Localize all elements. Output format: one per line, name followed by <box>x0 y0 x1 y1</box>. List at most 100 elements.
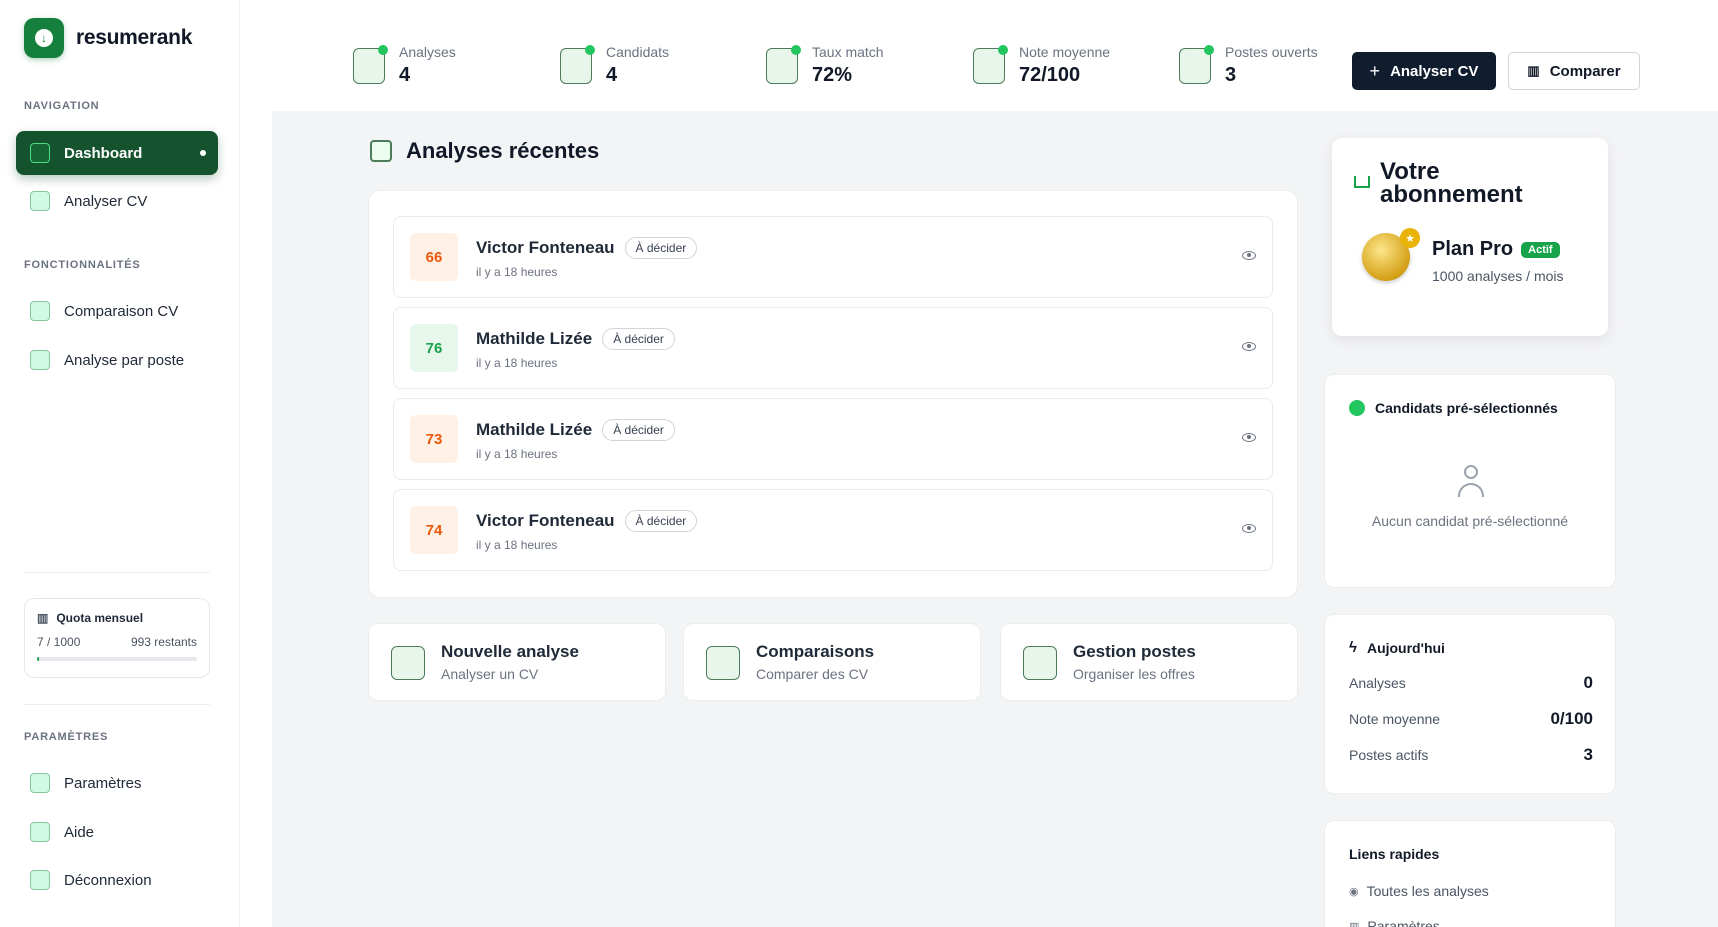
active-dot <box>200 150 206 156</box>
today-label: Note moyenne <box>1349 711 1441 727</box>
quota-progress-fill <box>37 657 39 661</box>
stats-bar: Analyses 4 Candidats 4 Taux match 72% Note … <box>240 0 1718 110</box>
today-title: Aujourd'hui <box>1366 639 1445 656</box>
stat-value: 4 <box>606 64 618 86</box>
comparer-button[interactable]: ▥ Comparer <box>1508 52 1640 90</box>
today-label: Postes actifs <box>1349 747 1429 763</box>
plus-icon: + <box>1369 60 1381 81</box>
briefcase-icon <box>1023 646 1057 680</box>
eye-icon: ◉ <box>1349 885 1359 898</box>
bar-chart-icon: ▥ <box>1349 920 1360 927</box>
logout-icon <box>30 870 50 890</box>
link-toutes-analyses[interactable]: ◉ Toutes les analyses <box>1349 883 1489 899</box>
action-title: Gestion postes <box>1073 642 1196 661</box>
sidebar-item-deconnexion[interactable]: Déconnexion <box>16 858 218 902</box>
sidebar-item-parametres[interactable]: Paramètres <box>16 761 218 805</box>
briefcase-icon <box>30 350 50 370</box>
sidebar-item-analyse-poste[interactable]: Analyse par poste <box>16 338 218 382</box>
plan-quota: 1000 analyses / mois <box>1432 268 1564 284</box>
subscription-title: Votre abonnement <box>1380 158 1523 208</box>
plan-name: Plan Pro <box>1432 238 1514 260</box>
today-row: Postes actifs 3 <box>1349 745 1593 765</box>
eye-icon[interactable] <box>1242 342 1256 351</box>
today-value: 3 <box>1583 745 1593 764</box>
sidebar-item-dashboard[interactable]: Dashboard <box>16 131 218 175</box>
stat-value: 3 <box>1225 64 1237 86</box>
action-subtitle: Organiser les offres <box>1073 666 1195 682</box>
preselected-title: Candidats pré-sélectionnés <box>1375 400 1558 416</box>
sidebar-item-analyser-cv[interactable]: Analyser CV <box>16 179 218 223</box>
comparer-button-label: Comparer <box>1549 62 1621 80</box>
sidebar-item-label: Comparaison CV <box>64 302 179 320</box>
sidebar-item-label: Paramètres <box>64 774 142 792</box>
quick-links-card: Liens rapides ◉ Toutes les analyses ▥ Pa… <box>1324 820 1616 927</box>
score-badge: 73 <box>410 415 458 463</box>
row-timestamp: il y a 18 heures <box>476 538 558 552</box>
link-label: Toutes les analyses <box>1366 883 1489 899</box>
divider <box>24 704 210 705</box>
candidate-name: Victor Fonteneau <box>476 238 615 257</box>
score-badge: 74 <box>410 506 458 554</box>
stat-label: Note moyenne <box>1019 44 1111 60</box>
quota-title: Quota mensuel <box>56 611 144 625</box>
action-gestion-postes[interactable]: Gestion postes Organiser les offres <box>1000 623 1298 701</box>
crown-icon <box>1354 176 1370 188</box>
analyser-cv-button-label: Analyser CV <box>1390 62 1479 80</box>
action-subtitle: Analyser un CV <box>441 666 539 682</box>
stat-analyses: Analyses 4 <box>353 44 456 87</box>
eye-icon[interactable] <box>1242 433 1256 442</box>
link-parametres[interactable]: ▥ Paramètres <box>1349 918 1440 927</box>
sidebar-item-aide[interactable]: Aide <box>16 810 218 854</box>
search-doc-icon <box>370 140 392 162</box>
recent-analyses-card: 66 Victor Fonteneau À décider il y a 18 h… <box>368 190 1298 598</box>
quick-links-title: Liens rapides <box>1349 846 1440 862</box>
people-icon <box>1349 400 1365 416</box>
help-icon <box>30 822 50 842</box>
search-doc-icon <box>391 646 425 680</box>
subscription-card: Votre abonnement ★ Plan Pro Actif 1000 a… <box>1332 138 1608 336</box>
star-icon: ★ <box>1400 228 1420 248</box>
today-label: Analyses <box>1349 675 1406 691</box>
analysis-row[interactable]: 76 Mathilde Lizée À décider il y a 18 heu… <box>393 307 1273 389</box>
brand[interactable]: ↓ resumerank <box>24 18 192 58</box>
eye-icon[interactable] <box>1242 251 1256 260</box>
eye-icon[interactable] <box>1242 524 1256 533</box>
bar-chart-icon: ▥ <box>1527 63 1540 78</box>
empty-state-text: Aucun candidat pré-sélectionné <box>1371 513 1569 529</box>
today-row: Analyses 0 <box>1349 673 1593 693</box>
candidate-name: Mathilde Lizée <box>476 329 593 348</box>
status-badge: À décider <box>624 237 698 259</box>
preselected-card: Candidats pré-sélectionnés Aucun candida… <box>1324 374 1616 588</box>
analysis-row[interactable]: 74 Victor Fonteneau À décider il y a 18 h… <box>393 489 1273 571</box>
gear-icon <box>30 773 50 793</box>
document-check-icon <box>353 45 388 84</box>
compare-icon <box>706 646 740 680</box>
status-badge: À décider <box>602 419 675 441</box>
stat-note-moyenne: Note moyenne 72/100 <box>973 44 1110 87</box>
recent-analyses-title: Analyses récentes <box>406 138 600 163</box>
sidebar-item-comparaison[interactable]: Comparaison CV <box>16 289 218 333</box>
stat-label: Analyses <box>399 44 456 60</box>
sidebar-item-label: Dashboard <box>64 144 143 162</box>
brand-logo-icon: ↓ <box>24 18 64 58</box>
dashboard-icon <box>30 143 50 163</box>
action-comparaisons[interactable]: Comparaisons Comparer des CV <box>683 623 981 701</box>
candidate-name: Mathilde Lizée <box>476 420 593 439</box>
stat-label: Postes ouverts <box>1225 44 1318 60</box>
status-badge: À décider <box>624 510 698 532</box>
today-value: 0 <box>1583 673 1593 692</box>
divider <box>24 572 210 573</box>
stat-postes-ouverts: Postes ouverts 3 <box>1179 44 1318 87</box>
analysis-row[interactable]: 66 Victor Fonteneau À décider il y a 18 h… <box>393 216 1273 298</box>
score-badge: 66 <box>410 233 458 281</box>
stat-taux-match: Taux match 72% <box>766 44 884 87</box>
candidate-name: Victor Fonteneau <box>476 511 615 530</box>
search-doc-icon <box>30 191 50 211</box>
brand-name: resumerank <box>76 26 193 49</box>
status-badge: À décider <box>602 328 675 350</box>
sidebar: ↓ resumerank NAVIGATION Dashboard Analys… <box>0 0 240 927</box>
analysis-row[interactable]: 73 Mathilde Lizée À décider il y a 18 heu… <box>393 398 1273 480</box>
action-nouvelle-analyse[interactable]: Nouvelle analyse Analyser un CV <box>368 623 666 701</box>
stat-label: Taux match <box>812 44 884 60</box>
analyser-cv-button[interactable]: + Analyser CV <box>1352 52 1496 90</box>
